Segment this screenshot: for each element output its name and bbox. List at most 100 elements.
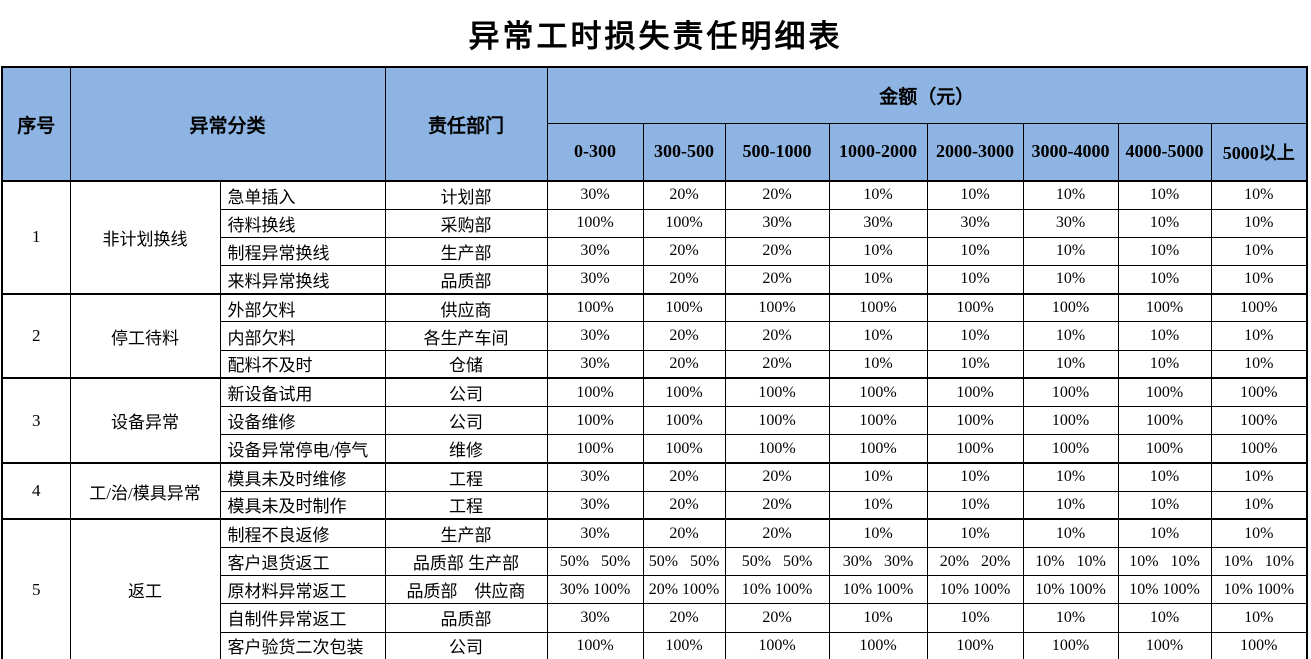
row-department: 采购部	[384, 208, 548, 238]
row-department: 生产部	[384, 236, 548, 267]
value-cell: 10%	[828, 461, 928, 492]
value-cell: 100%	[1022, 631, 1119, 659]
value-cell: 10%	[1022, 490, 1119, 520]
value-cell: 10%	[926, 179, 1024, 210]
value-cell: 10% 100%	[724, 575, 830, 605]
value-cell: 20%	[724, 349, 830, 379]
value-cell: 100%	[828, 631, 928, 659]
value-cell: 10% 100%	[1210, 575, 1308, 605]
value-cell: 50% 50%	[642, 546, 726, 577]
table-row: 3 设备异常 新设备试用 公司 100% 100% 100% 100% 100% 100% 100%…	[1, 377, 1308, 464]
table-header: 序号 异常分类 责任部门 金额（元） 0-300 300-500 500-100…	[1, 66, 1308, 182]
row-subcategory: 设备异常停电/停气	[219, 434, 386, 464]
value-cell: 10%	[1117, 490, 1212, 520]
value-cell: 20%	[642, 518, 726, 548]
value-cell: 10%	[1022, 518, 1119, 548]
value-cell: 10%	[1210, 461, 1308, 492]
value-cell: 30%	[546, 461, 644, 492]
value-cell: 20%	[642, 349, 726, 379]
value-cell: 30%	[1022, 208, 1119, 238]
value-cell: 10%	[1117, 349, 1212, 379]
value-cell: 100%	[642, 377, 726, 408]
value-cell: 30%	[546, 349, 644, 379]
value-cell: 10%	[926, 265, 1024, 295]
table-row: 客户退货返工 品质部 生产部 50% 50% 50% 50% 50% 50% 30% 30…	[2, 546, 1308, 577]
row-subcategory: 客户退货返工	[219, 546, 386, 577]
value-cell: 10%	[828, 518, 928, 548]
value-cell: 50% 50%	[724, 546, 830, 577]
row-subcategory: 内部欠料	[219, 321, 386, 351]
value-cell: 10% 100%	[828, 575, 928, 605]
header-range-6: 4000-5000	[1117, 122, 1212, 182]
value-cell: 20%	[642, 236, 726, 267]
table-row: 5 返工 制程不良返修 生产部 30% 20% 20% 10% 10% 10% 10% 10%	[1, 518, 1308, 659]
row-department: 品质部 供应商	[384, 575, 548, 605]
row-subcategory: 制程异常换线	[219, 236, 386, 267]
value-cell: 10%	[828, 490, 928, 520]
value-cell: 30% 30%	[828, 546, 928, 577]
table-row: 4 工/治/模具异常 模具未及时维修 工程 30% 20% 20% 10% 10% 10% 10% 1…	[1, 461, 1308, 520]
value-cell: 10%	[1022, 265, 1119, 295]
header-no: 序号	[1, 66, 71, 182]
row-department: 维修	[384, 434, 548, 464]
table-row: 模具未及时制作 工程 30% 20% 20% 10% 10% 10% 10% 10%	[2, 490, 1308, 520]
value-cell: 10%	[1210, 321, 1308, 351]
value-cell: 20%	[642, 603, 726, 633]
table-body: 1 非计划换线 急单插入 计划部 30% 20% 20% 10% 10% 10% 10% 10% 待料换…	[1, 179, 1308, 659]
row-subcategory: 外部欠料	[219, 292, 386, 323]
value-cell: 100%	[926, 405, 1024, 436]
header-range-7: 5000以上	[1210, 122, 1308, 182]
value-cell: 30%	[546, 518, 644, 548]
value-cell: 10%	[926, 518, 1024, 548]
value-cell: 100%	[642, 208, 726, 238]
row-subcategory: 制程不良返修	[219, 518, 386, 548]
value-cell: 100%	[1210, 631, 1308, 659]
value-cell: 100%	[1210, 434, 1308, 464]
row-department: 品质部	[384, 603, 548, 633]
value-cell: 100%	[1117, 377, 1212, 408]
value-cell: 10%	[926, 490, 1024, 520]
row-subcategory: 自制件异常返工	[219, 603, 386, 633]
table-row: 内部欠料 各生产车间 30% 20% 20% 10% 10% 10% 10% 10%	[2, 321, 1308, 351]
value-cell: 100%	[546, 405, 644, 436]
section-number: 5	[1, 518, 71, 659]
value-cell: 10%	[828, 236, 928, 267]
value-cell: 100%	[546, 208, 644, 238]
section-category: 设备异常	[69, 377, 221, 464]
value-cell: 50% 50%	[546, 546, 644, 577]
value-cell: 100%	[1117, 631, 1212, 659]
section-category: 工/治/模具异常	[69, 461, 221, 520]
value-cell: 10%	[1210, 236, 1308, 267]
row-department: 各生产车间	[384, 321, 548, 351]
value-cell: 100%	[724, 377, 830, 408]
value-cell: 30%	[546, 490, 644, 520]
value-cell: 20% 20%	[926, 546, 1024, 577]
table-row: 2 停工待料 外部欠料 供应商 100% 100% 100% 100% 100% 100% 100%…	[1, 292, 1308, 379]
row-subcategory: 客户验货二次包装	[219, 631, 386, 659]
value-cell: 100%	[1210, 377, 1308, 408]
header-range-1: 300-500	[642, 122, 726, 182]
value-cell: 10%	[1210, 490, 1308, 520]
row-subcategory: 待料换线	[219, 208, 386, 238]
value-cell: 10%	[1022, 349, 1119, 379]
value-cell: 10%	[1210, 179, 1308, 210]
value-cell: 30%	[926, 208, 1024, 238]
table-row: 客户验货二次包装 公司 100% 100% 100% 100% 100% 100% 100% 10…	[2, 631, 1308, 659]
value-cell: 100%	[926, 631, 1024, 659]
page-title: 异常工时损失责任明细表	[468, 18, 843, 54]
value-cell: 100%	[828, 292, 928, 323]
value-cell: 30%	[546, 236, 644, 267]
value-cell: 100%	[926, 377, 1024, 408]
value-cell: 10%	[926, 461, 1024, 492]
table-row: 待料换线 采购部 100% 100% 30% 30% 30% 30% 10% 10%	[2, 208, 1308, 238]
value-cell: 10%	[926, 236, 1024, 267]
value-cell: 100%	[546, 377, 644, 408]
value-cell: 100%	[642, 292, 726, 323]
value-cell: 20% 100%	[642, 575, 726, 605]
table-row: 自制件异常返工 品质部 30% 20% 20% 10% 10% 10% 10% 10%	[2, 603, 1308, 633]
value-cell: 30% 100%	[546, 575, 644, 605]
value-cell: 30%	[724, 208, 830, 238]
value-cell: 30%	[546, 179, 644, 210]
value-cell: 100%	[1117, 434, 1212, 464]
value-cell: 10%	[828, 265, 928, 295]
